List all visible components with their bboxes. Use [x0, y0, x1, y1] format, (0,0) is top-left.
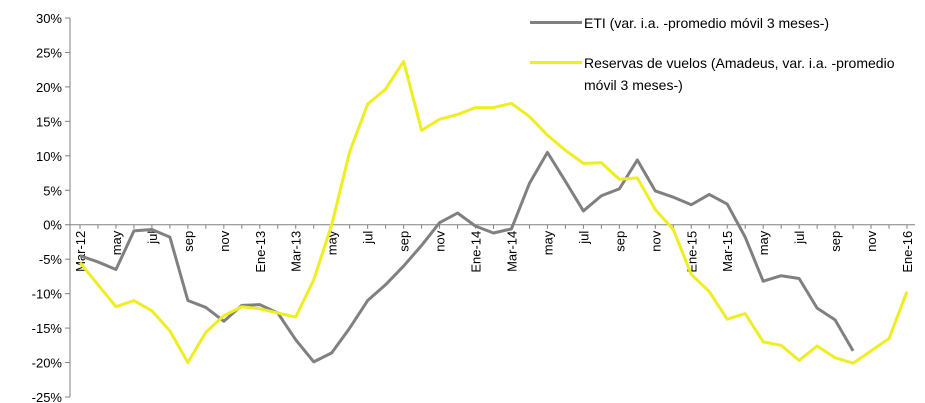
- y-tick-label: -5%: [39, 252, 63, 267]
- legend: ETI (var. i.a. -promedio móvil 3 meses-)…: [530, 12, 920, 114]
- y-tick-label: 10%: [36, 149, 62, 164]
- legend-label: Reservas de vuelos (Amadeus, var. i.a. -…: [584, 55, 895, 93]
- y-tick-label: -20%: [32, 356, 63, 371]
- x-tick-label: Ene-15: [684, 231, 699, 273]
- x-tick-label: jul: [361, 231, 376, 245]
- x-tick-label: sep: [612, 231, 627, 252]
- y-tick-label: 25%: [36, 45, 62, 60]
- x-tick-label: jul: [792, 231, 807, 245]
- x-tick-label: may: [109, 230, 124, 255]
- y-tick-label: 5%: [43, 183, 62, 198]
- y-tick-label: 20%: [36, 80, 62, 95]
- legend-item: ETI (var. i.a. -promedio móvil 3 meses-): [530, 12, 920, 34]
- x-tick-label: Mar-14: [504, 231, 519, 272]
- x-tick-label: nov: [648, 230, 663, 251]
- y-tick-label: -10%: [32, 287, 63, 302]
- x-tick-label: jul: [576, 231, 591, 245]
- y-tick-label: 0%: [43, 218, 62, 233]
- x-tick-label: Mar-12: [73, 231, 88, 272]
- x-tick-label: nov: [864, 230, 879, 251]
- x-tick-label: jul: [145, 231, 160, 245]
- legend-swatch: [530, 21, 582, 24]
- x-tick-label: Ene-13: [253, 231, 268, 273]
- x-tick-label: sep: [828, 231, 843, 252]
- y-tick-label: 30%: [36, 11, 62, 26]
- y-tick-label: -25%: [32, 390, 63, 403]
- legend-label: ETI (var. i.a. -promedio móvil 3 meses-): [584, 15, 830, 31]
- x-tick-label: Ene-16: [900, 231, 915, 273]
- y-tick-label: -15%: [32, 321, 63, 336]
- x-tick-label: may: [540, 230, 555, 255]
- series-line: [78, 59, 909, 365]
- legend-swatch: [530, 61, 582, 64]
- series-line: [79, 150, 855, 364]
- x-tick-label: nov: [433, 230, 448, 251]
- x-tick-label: Mar-15: [720, 231, 735, 272]
- x-tick-label: Ene-14: [469, 231, 484, 273]
- x-tick-label: may: [756, 230, 771, 255]
- x-tick-label: nov: [217, 230, 232, 251]
- x-tick-label: Mar-13: [289, 231, 304, 272]
- x-tick-label: sep: [397, 231, 412, 252]
- legend-item: Reservas de vuelos (Amadeus, var. i.a. -…: [530, 52, 920, 96]
- y-tick-label: 15%: [36, 114, 62, 129]
- x-tick-label: sep: [181, 231, 196, 252]
